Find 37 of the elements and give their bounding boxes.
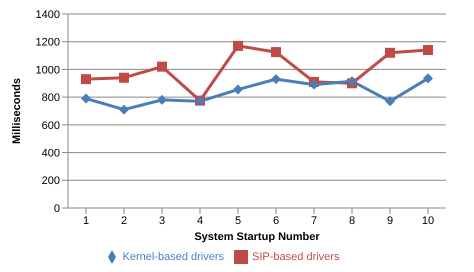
legend-label: Kernel-based drivers: [122, 250, 224, 263]
point: [309, 80, 319, 90]
x-tick-label: 3: [158, 214, 166, 227]
y-tick-label: 200: [42, 175, 60, 188]
point: [157, 62, 167, 72]
legend-label: SIP-based drivers: [252, 250, 340, 263]
x-axis-title: System Startup Number: [194, 231, 320, 243]
y-tick-label: 1200: [36, 36, 60, 49]
x-tick-label: 2: [120, 214, 128, 227]
y-axis-title: Milliseconds: [10, 78, 23, 144]
x-tick-label: 5: [234, 214, 242, 227]
point: [423, 73, 433, 84]
point: [119, 104, 129, 115]
y-tick-label: 1400: [36, 8, 60, 21]
x-tick-label: 10: [422, 214, 434, 227]
point: [81, 94, 91, 104]
y-tick-label: 1000: [36, 64, 60, 76]
x-tick-label: 6: [272, 214, 280, 227]
point: [385, 96, 395, 106]
y-tick-label: 400: [42, 147, 60, 160]
x-tick-label: 9: [386, 214, 394, 227]
y-tick-label: 800: [42, 92, 60, 104]
point: [423, 45, 433, 56]
x-tick-label: 7: [310, 214, 318, 227]
x-tick-label: 4: [196, 214, 204, 227]
point: [233, 40, 243, 51]
point: [271, 47, 281, 58]
y-tick-label: 0: [54, 202, 60, 215]
point: [119, 72, 129, 83]
point: [157, 94, 167, 105]
point: [81, 74, 91, 84]
point: [385, 48, 395, 58]
x-tick-label: 1: [82, 214, 90, 227]
point: [271, 74, 281, 84]
y-tick-label: 600: [42, 120, 60, 132]
x-tick-label: 8: [348, 214, 356, 227]
point: [233, 84, 243, 95]
